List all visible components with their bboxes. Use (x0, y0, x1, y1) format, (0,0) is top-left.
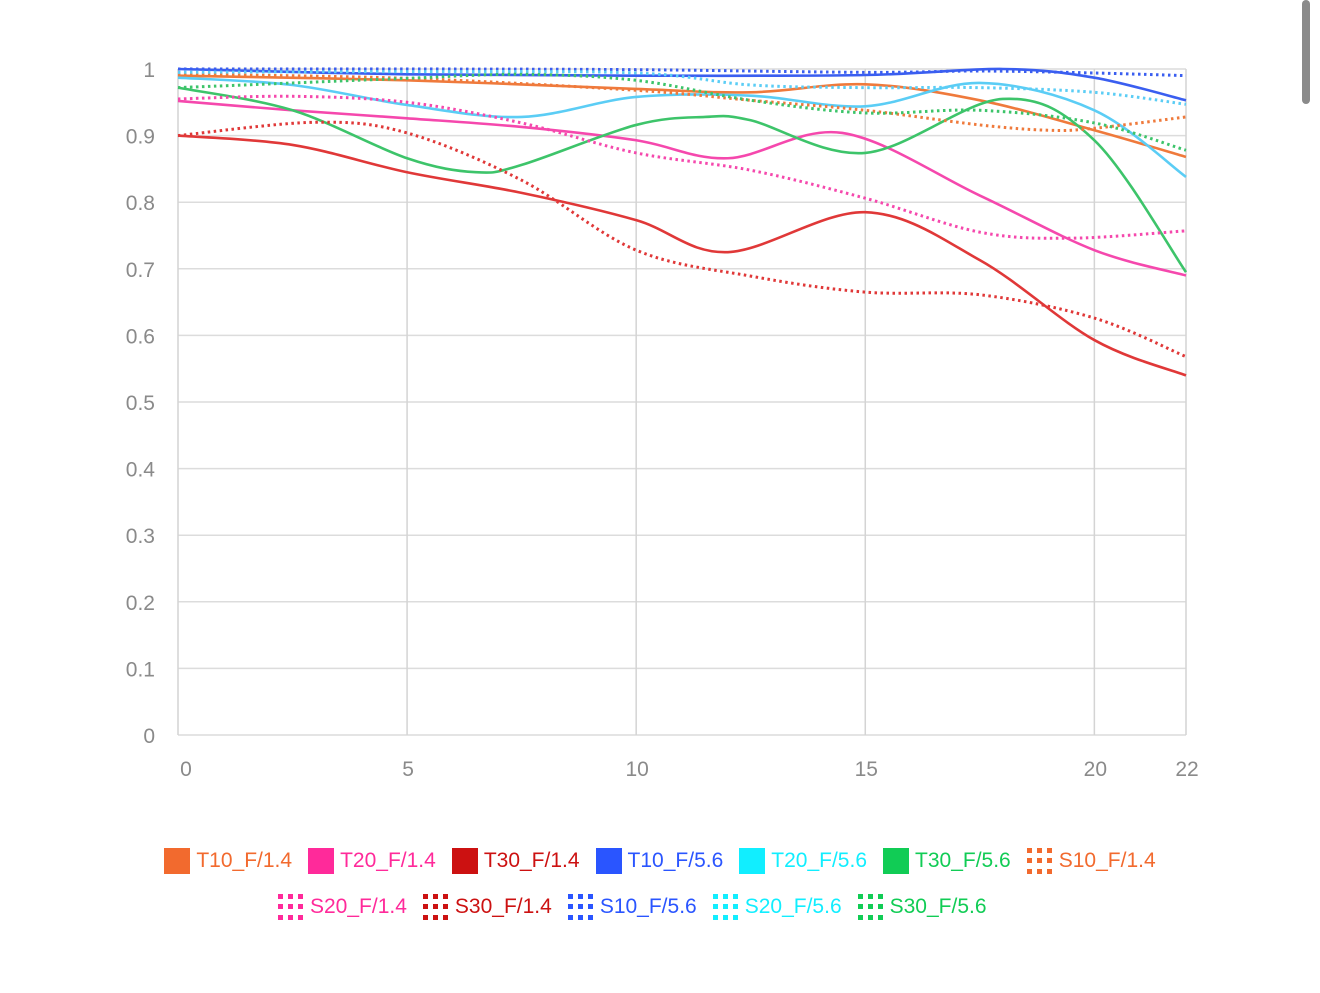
legend-item[interactable]: S20_F/5.6 (712, 894, 842, 920)
series-line-t30-f-5-6 (177, 86, 1188, 273)
legend-row: S20_F/1.4 S30_F/1.4 S10_F/5.6 S20_F/5.6 S30_… (0, 884, 1320, 930)
scrollbar[interactable] (1302, 0, 1310, 104)
series-line-s20-f-5-6 (177, 70, 1187, 106)
y-tick-label: 0.1 (126, 658, 155, 681)
legend-label: T20_F/1.4 (340, 849, 436, 872)
legend-label: S20_F/1.4 (310, 895, 407, 918)
legend-swatch (451, 848, 478, 874)
legend-swatch (278, 894, 304, 920)
legend-item[interactable]: T30_F/1.4 (451, 848, 580, 874)
y-tick-label: 0.6 (126, 325, 155, 348)
legend-swatch (739, 848, 766, 874)
legend-item[interactable]: S30_F/1.4 (422, 894, 552, 920)
series-line-s20-f-1-4 (177, 94, 1187, 240)
x-tick-label: 0 (180, 758, 192, 781)
x-tick-label: 20 (1084, 758, 1107, 781)
legend-swatch (422, 894, 449, 920)
legend-item[interactable]: S10_F/1.4 (1026, 848, 1156, 874)
legend-swatch (1026, 848, 1053, 874)
series-lines (177, 67, 1188, 377)
legend-label: T10_F/1.4 (196, 849, 293, 872)
legend-item[interactable]: T30_F/5.6 (883, 848, 1011, 874)
y-axis-ticks: 0 0.1 0.2 0.3 0.4 0.5 0.6 0.7 0.8 0.9 1 (126, 59, 156, 748)
grid (177, 68, 1187, 736)
y-tick-label: 0 (143, 725, 155, 748)
legend-label: T10_F/5.6 (627, 849, 724, 872)
legend-item[interactable]: S10_F/5.6 (567, 894, 697, 920)
y-tick-label: 0.8 (126, 192, 155, 215)
legend-label: T30_F/1.4 (483, 849, 580, 872)
series-line-t10-f-1-4 (177, 74, 1187, 159)
legend: T10_F/1.4 T20_F/1.4 T30_F/1.4 T10_F/5.6 T20_… (0, 838, 1320, 930)
y-tick-label: 0.4 (126, 459, 156, 482)
legend-item[interactable]: T10_F/5.6 (595, 848, 724, 874)
y-tick-label: 0.3 (126, 525, 155, 548)
legend-item[interactable]: T10_F/1.4 (164, 848, 292, 874)
y-tick-label: 0.7 (126, 259, 155, 282)
legend-label: T20_F/5.6 (771, 849, 868, 872)
legend-swatch (595, 848, 622, 874)
legend-item[interactable]: S30_F/5.6 (857, 894, 987, 920)
legend-label: S30_F/5.6 (889, 895, 987, 918)
series-line-t30-f-1-4 (177, 134, 1187, 377)
mtf-chart: 0 0.1 0.2 0.3 0.4 0.5 0.6 0.7 0.8 0.9 1 0 5 10 15 20 22 (126, 59, 1199, 781)
legend-swatch (308, 848, 335, 874)
legend-swatch (712, 894, 739, 920)
legend-item[interactable]: T20_F/5.6 (739, 848, 867, 874)
legend-swatch (857, 894, 884, 920)
y-tick-label: 1 (143, 59, 155, 82)
legend-label: S10_F/5.6 (599, 895, 697, 918)
series-line-s30-f-5-6 (177, 72, 1187, 152)
legend-label: S20_F/5.6 (744, 895, 842, 918)
y-tick-label: 0.9 (126, 126, 155, 149)
series-line-s30-f-1-4 (177, 120, 1187, 359)
y-tick-label: 0.2 (126, 592, 155, 615)
legend-swatch (567, 894, 594, 920)
x-axis-ticks: 0 5 10 15 20 22 (180, 758, 1199, 781)
legend-label: S30_F/1.4 (454, 895, 552, 918)
legend-swatch (164, 848, 191, 874)
legend-swatch (883, 848, 910, 874)
legend-label: T30_F/5.6 (915, 849, 1011, 872)
series-line-t20-f-5-6 (177, 76, 1187, 178)
legend-item[interactable]: S20_F/1.4 (278, 894, 407, 920)
y-tick-label: 0.5 (126, 392, 155, 415)
legend-item[interactable]: T20_F/1.4 (308, 848, 436, 874)
x-tick-label: 15 (855, 758, 878, 781)
series-line-t10-f-5-6 (177, 67, 1187, 102)
x-tick-label: 5 (402, 758, 414, 781)
series-line-s10-f-5-6 (177, 67, 1187, 78)
series-line-t20-f-1-4 (177, 99, 1187, 277)
legend-row: T10_F/1.4 T20_F/1.4 T30_F/1.4 T10_F/5.6 T20_… (0, 838, 1320, 884)
x-tick-label: 10 (626, 758, 649, 781)
x-tick-label: 22 (1175, 758, 1198, 781)
legend-label: S10_F/1.4 (1058, 849, 1156, 872)
